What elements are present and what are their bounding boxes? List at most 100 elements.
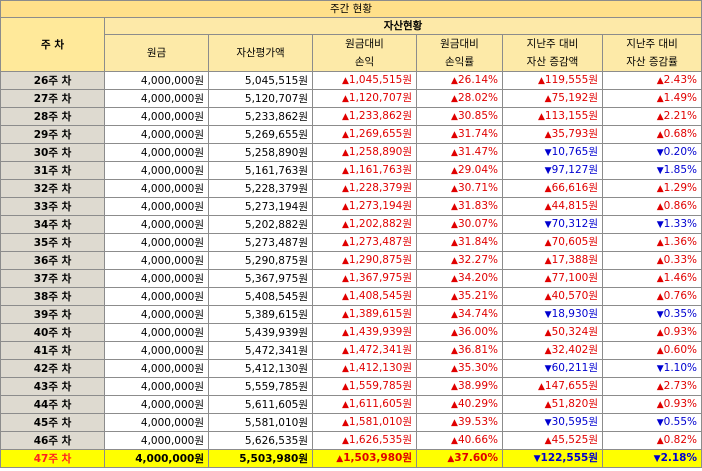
valuation-cell[interactable]: 5,408,545원 (208, 287, 313, 306)
week-cell[interactable]: 43주 차 (0, 377, 105, 396)
principal-cell[interactable]: 4,000,000원 (104, 107, 209, 126)
week-cell[interactable]: 34주 차 (0, 215, 105, 234)
principal-cell[interactable]: 4,000,000원 (104, 377, 209, 396)
valuation-cell[interactable]: 5,412,130원 (208, 359, 313, 378)
wow-cell[interactable]: 45,525원 (502, 431, 603, 450)
pl-rate-cell[interactable]: 35.30% (416, 359, 503, 378)
wow-cell[interactable]: 147,655원 (502, 377, 603, 396)
pl-rate-cell[interactable]: 31.83% (416, 197, 503, 216)
wow-cell[interactable]: 50,324원 (502, 323, 603, 342)
valuation-cell[interactable]: 5,439,939원 (208, 323, 313, 342)
principal-cell[interactable]: 4,000,000원 (104, 359, 209, 378)
principal-cell[interactable]: 4,000,000원 (104, 143, 209, 162)
week-cell[interactable]: 37주 차 (0, 269, 105, 288)
wow-rate-cell[interactable]: 0.55% (601, 413, 702, 432)
wow-cell[interactable]: 32,402원 (502, 341, 603, 360)
wow-rate-cell[interactable]: 0.86% (601, 197, 702, 216)
pl-rate-cell[interactable]: 31.47% (416, 143, 503, 162)
wow-cell[interactable]: 51,820원 (502, 395, 603, 414)
week-cell[interactable]: 41주 차 (0, 341, 105, 360)
pl-cell[interactable]: 1,367,975원 (312, 269, 417, 288)
principal-cell[interactable]: 4,000,000원 (104, 179, 209, 198)
valuation-cell[interactable]: 5,045,515원 (208, 71, 313, 90)
wow-cell[interactable]: 77,100원 (502, 269, 603, 288)
pl-cell[interactable]: 1,472,341원 (312, 341, 417, 360)
sheet-title[interactable]: 주간 현황 (0, 0, 702, 18)
wow-rate-cell[interactable]: 0.82% (601, 431, 702, 450)
valuation-cell[interactable]: 5,161,763원 (208, 161, 313, 180)
valuation-cell[interactable]: 5,472,341원 (208, 341, 313, 360)
valuation-cell[interactable]: 5,290,875원 (208, 251, 313, 270)
pl-cell[interactable]: 1,228,379원 (312, 179, 417, 198)
wow-rate-cell[interactable]: 1.10% (601, 359, 702, 378)
pl-rate-cell[interactable]: 31.74% (416, 125, 503, 144)
pl-cell[interactable]: 1,439,939원 (312, 323, 417, 342)
wow-rate-cell[interactable]: 2.73% (601, 377, 702, 396)
wow-cell[interactable]: 97,127원 (502, 161, 603, 180)
pl-cell[interactable]: 1,233,862원 (312, 107, 417, 126)
pl-cell[interactable]: 1,273,487원 (312, 233, 417, 252)
wow-cell[interactable]: 66,616원 (502, 179, 603, 198)
pl-rate-header[interactable]: 원금대비 손익률 (416, 34, 503, 72)
pl-cell[interactable]: 1,258,890원 (312, 143, 417, 162)
valuation-cell[interactable]: 5,269,655원 (208, 125, 313, 144)
wow-header[interactable]: 지난주 대비 자산 증감액 (502, 34, 603, 72)
pl-rate-cell[interactable]: 31.84% (416, 233, 503, 252)
wow-rate-cell[interactable]: 2.18% (601, 449, 702, 468)
wow-rate-cell[interactable]: 0.20% (601, 143, 702, 162)
pl-cell[interactable]: 1,408,545원 (312, 287, 417, 306)
week-cell[interactable]: 36주 차 (0, 251, 105, 270)
principal-cell[interactable]: 4,000,000원 (104, 125, 209, 144)
valuation-cell[interactable]: 5,611,605원 (208, 395, 313, 414)
valuation-cell[interactable]: 5,367,975원 (208, 269, 313, 288)
pl-rate-cell[interactable]: 30.07% (416, 215, 503, 234)
valuation-cell[interactable]: 5,228,379원 (208, 179, 313, 198)
wow-cell[interactable]: 119,555원 (502, 71, 603, 90)
week-cell[interactable]: 45주 차 (0, 413, 105, 432)
principal-header[interactable]: 원금 (104, 34, 209, 72)
principal-cell[interactable]: 4,000,000원 (104, 269, 209, 288)
pl-rate-cell[interactable]: 36.00% (416, 323, 503, 342)
wow-cell[interactable]: 18,930원 (502, 305, 603, 324)
pl-rate-cell[interactable]: 40.29% (416, 395, 503, 414)
pl-cell[interactable]: 1,412,130원 (312, 359, 417, 378)
week-cell[interactable]: 32주 차 (0, 179, 105, 198)
principal-cell[interactable]: 4,000,000원 (104, 287, 209, 306)
pl-cell[interactable]: 1,273,194원 (312, 197, 417, 216)
principal-cell[interactable]: 4,000,000원 (104, 413, 209, 432)
week-cell[interactable]: 47주 차 (0, 449, 105, 468)
week-cell[interactable]: 44주 차 (0, 395, 105, 414)
wow-cell[interactable]: 30,595원 (502, 413, 603, 432)
pl-rate-cell[interactable]: 40.66% (416, 431, 503, 450)
valuation-header[interactable]: 자산평가액 (208, 34, 313, 72)
wow-cell[interactable]: 75,192원 (502, 89, 603, 108)
wow-rate-cell[interactable]: 2.43% (601, 71, 702, 90)
pl-cell[interactable]: 1,626,535원 (312, 431, 417, 450)
wow-rate-cell[interactable]: 0.93% (601, 395, 702, 414)
wow-cell[interactable]: 70,605원 (502, 233, 603, 252)
principal-cell[interactable]: 4,000,000원 (104, 161, 209, 180)
week-cell[interactable]: 40주 차 (0, 323, 105, 342)
valuation-cell[interactable]: 5,233,862원 (208, 107, 313, 126)
valuation-cell[interactable]: 5,273,194원 (208, 197, 313, 216)
pl-rate-cell[interactable]: 28.02% (416, 89, 503, 108)
valuation-cell[interactable]: 5,202,882원 (208, 215, 313, 234)
wow-rate-cell[interactable]: 1.46% (601, 269, 702, 288)
wow-rate-cell[interactable]: 0.33% (601, 251, 702, 270)
principal-cell[interactable]: 4,000,000원 (104, 341, 209, 360)
wow-cell[interactable]: 70,312원 (502, 215, 603, 234)
wow-rate-cell[interactable]: 0.60% (601, 341, 702, 360)
pl-cell[interactable]: 1,611,605원 (312, 395, 417, 414)
valuation-cell[interactable]: 5,503,980원 (208, 449, 313, 468)
valuation-cell[interactable]: 5,559,785원 (208, 377, 313, 396)
week-cell[interactable]: 42주 차 (0, 359, 105, 378)
wow-cell[interactable]: 35,793원 (502, 125, 603, 144)
principal-cell[interactable]: 4,000,000원 (104, 395, 209, 414)
principal-cell[interactable]: 4,000,000원 (104, 197, 209, 216)
principal-cell[interactable]: 4,000,000원 (104, 431, 209, 450)
wow-rate-cell[interactable]: 2.21% (601, 107, 702, 126)
principal-cell[interactable]: 4,000,000원 (104, 233, 209, 252)
pl-cell[interactable]: 1,503,980원 (312, 449, 417, 468)
week-cell[interactable]: 39주 차 (0, 305, 105, 324)
wow-rate-cell[interactable]: 1.33% (601, 215, 702, 234)
